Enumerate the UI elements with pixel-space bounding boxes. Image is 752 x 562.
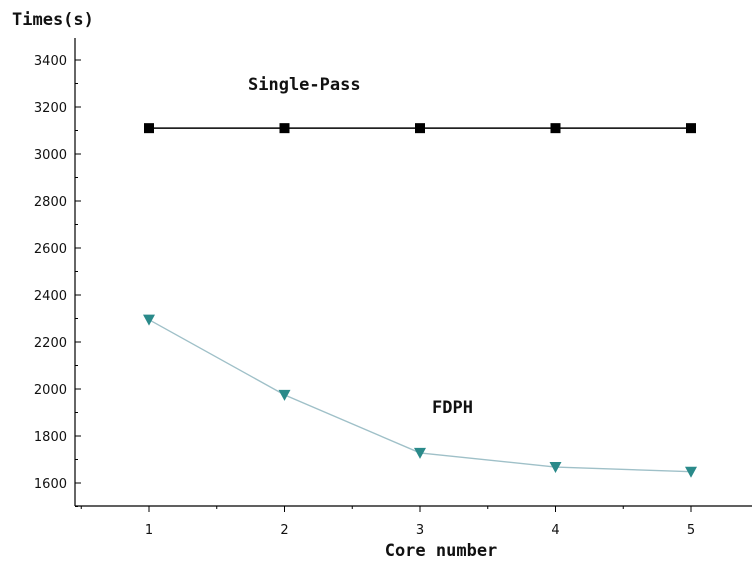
y-axis-title: Times(s) (12, 10, 94, 30)
y-tick-label: 2200 (34, 336, 67, 351)
data-point-fdph (414, 447, 426, 459)
series-label-fdph: FDPH (432, 398, 473, 418)
x-tick-label: 3 (416, 523, 424, 538)
data-point-single-pass (686, 123, 696, 134)
y-tick-label: 1800 (34, 430, 67, 445)
data-point-single-pass (550, 123, 561, 134)
y-tick-label: 2600 (34, 242, 67, 257)
series-label-single-pass: Single-Pass (248, 75, 361, 95)
y-tick-label: 2000 (34, 383, 67, 398)
data-point-single-pass (144, 123, 154, 134)
data-point-single-pass (279, 123, 290, 134)
y-tick-label: 3000 (34, 148, 67, 163)
data-point-single-pass (415, 123, 425, 134)
axes (74, 38, 752, 507)
y-tick-label: 2800 (34, 195, 67, 210)
data-point-fdph (278, 389, 291, 401)
ticks: 1600 1800 2000 2200 2400 2600 2800 3000 3200 3400… (34, 54, 695, 538)
data-point-fdph (549, 462, 562, 474)
y-tick-label: 3200 (34, 101, 67, 116)
x-tick-label: 5 (687, 523, 695, 538)
y-tick-label: 1600 (34, 477, 67, 492)
x-axis-title: Core number (385, 541, 498, 561)
x-tick-label: 2 (280, 523, 288, 538)
data-point-fdph (685, 466, 697, 478)
data-point-fdph (143, 314, 155, 326)
y-tick-label: 2400 (34, 289, 67, 304)
x-tick-label: 4 (551, 523, 559, 538)
y-tick-label: 3400 (34, 54, 67, 69)
x-tick-label: 1 (145, 523, 153, 538)
series (143, 123, 697, 478)
